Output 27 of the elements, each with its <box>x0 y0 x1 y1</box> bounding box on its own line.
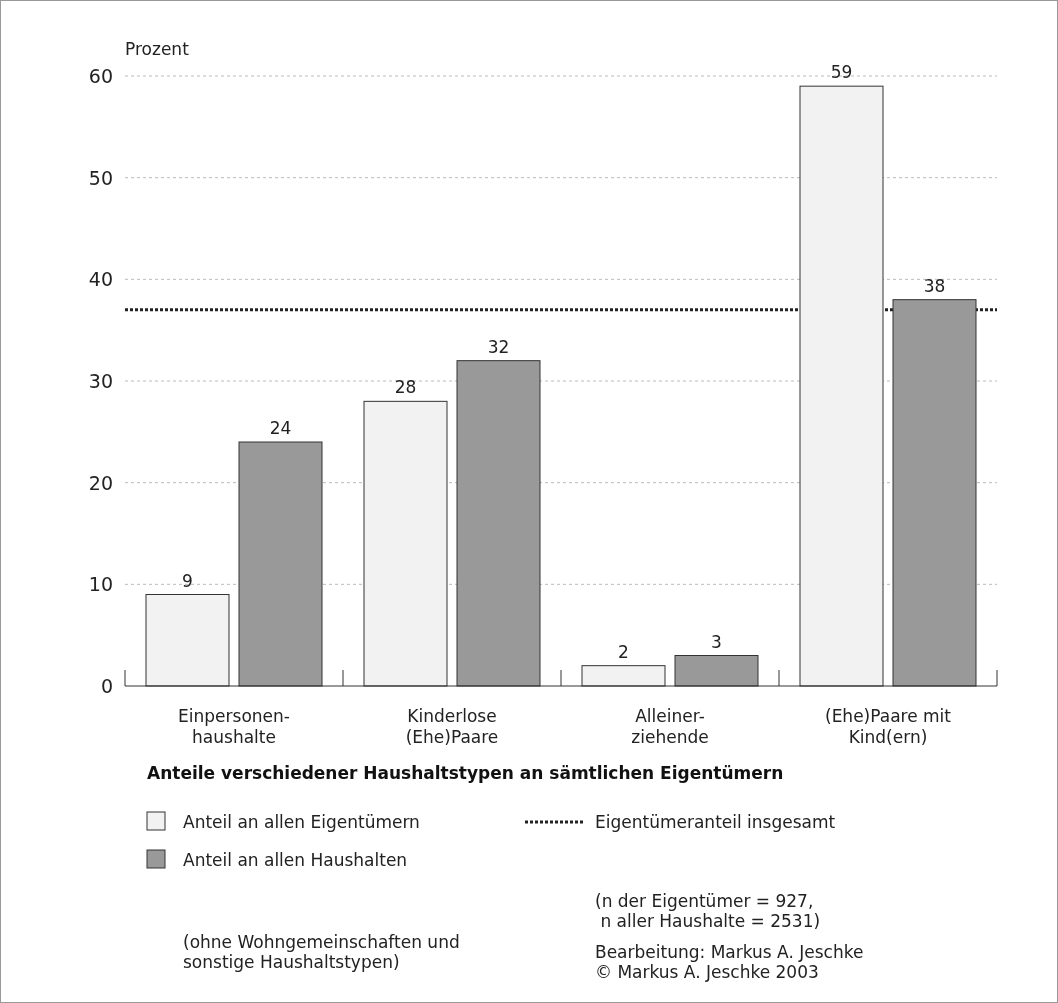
data-label: 32 <box>487 336 510 357</box>
data-label: 24 <box>269 418 292 438</box>
y-tick-label: 0 <box>100 675 113 697</box>
x-tick-label: (Ehe)Paare mit Kind(ern) <box>825 706 952 747</box>
y-tick-label: 20 <box>88 471 113 494</box>
y-tick-label: 60 <box>88 65 113 87</box>
text: Anteile verschiedener Haushaltstypen an sämtlichen Eigentümern <box>147 763 784 783</box>
data-label: 9 <box>182 570 193 591</box>
text: (n der Eigentümer = 927, n aller Haushalte = 2531) <box>595 891 821 931</box>
x-tick-label: Alleiner- ziehende <box>631 706 709 747</box>
x-tick-label: Kinderlose (Ehe)Paare <box>405 706 499 747</box>
data-label: 3 <box>711 631 722 652</box>
text: (ohne Wohngemeinschaften und sonstige Haushaltstypen) <box>183 932 460 972</box>
data-label: 2 <box>618 641 629 662</box>
data-label: 59 <box>830 62 853 83</box>
y-tick-label: 30 <box>88 370 113 392</box>
legend-label: Anteil an allen Eigentümern <box>183 812 420 832</box>
y-tick-label: 50 <box>88 166 113 189</box>
data-label: 38 <box>923 275 946 296</box>
x-tick-label: Einpersonen- haushalte <box>178 706 290 747</box>
y-axis-title: Prozent <box>125 39 190 59</box>
legend-label: Eigentümeranteil insgesamt <box>595 812 836 832</box>
text: Bearbeitung: Markus A. Jeschke © Markus A. Jeschke 2003 <box>595 942 864 982</box>
data-label: 28 <box>394 377 417 398</box>
y-tick-label: 40 <box>88 268 113 291</box>
y-tick-label: 10 <box>88 573 113 596</box>
legend-label: Anteil an allen Haushalten <box>183 850 408 870</box>
